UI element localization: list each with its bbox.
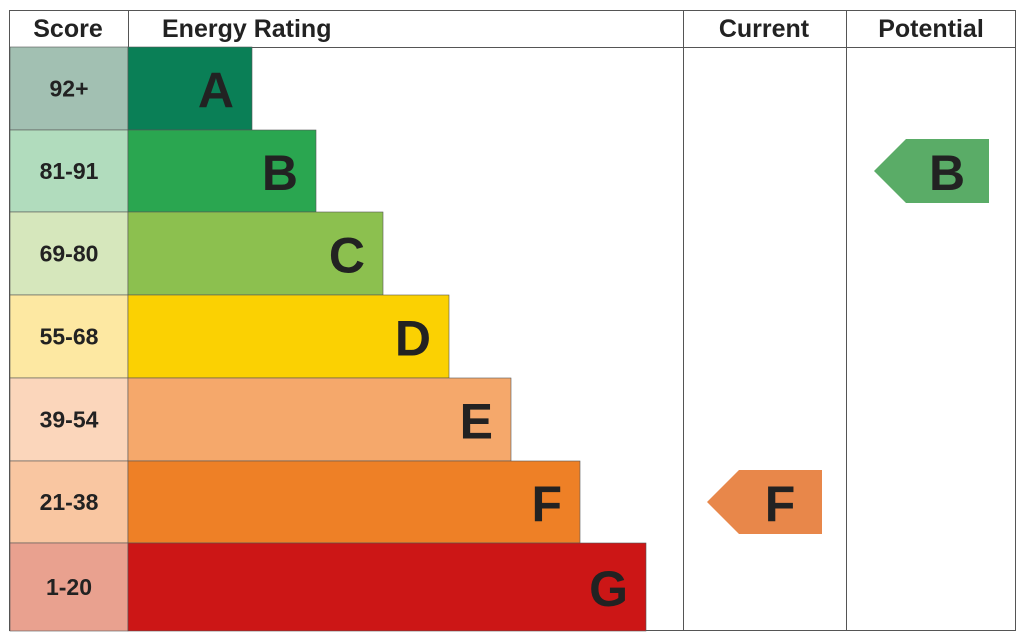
rating-bar — [127, 46, 253, 131]
score-cell — [9, 377, 129, 462]
rating-bar — [127, 377, 512, 462]
rating-letter: G — [589, 561, 628, 617]
header-score: Score — [33, 15, 103, 43]
rating-bar — [127, 460, 581, 544]
rating-letter: C — [329, 228, 365, 284]
header-potential: Potential — [878, 15, 984, 43]
rating-letter: A — [198, 63, 234, 119]
rating-bar — [127, 542, 647, 632]
score-cell — [9, 460, 129, 544]
score-label: 55-68 — [40, 324, 99, 350]
score-label: 92+ — [49, 76, 88, 102]
header-rating: Energy Rating — [162, 15, 331, 43]
score-label: 1-20 — [46, 574, 92, 600]
header-current: Current — [719, 15, 810, 43]
score-label: 39-54 — [40, 407, 99, 433]
rating-letter: D — [395, 311, 431, 367]
potential-letter: B — [929, 145, 965, 201]
score-label: 81-91 — [40, 158, 99, 184]
rating-bar — [127, 294, 450, 379]
current-arrow — [707, 470, 822, 534]
rating-bar — [127, 211, 384, 296]
rating-letter: E — [460, 394, 493, 450]
score-label: 69-80 — [40, 241, 99, 267]
rating-letter: B — [262, 145, 298, 201]
score-label: 21-38 — [40, 489, 99, 515]
score-cell — [9, 211, 129, 296]
current-letter: F — [765, 476, 796, 532]
score-cell — [9, 129, 129, 213]
rating-bar — [127, 129, 317, 213]
score-cell — [9, 542, 129, 632]
rating-letter: F — [531, 476, 562, 532]
potential-arrow — [874, 139, 989, 203]
